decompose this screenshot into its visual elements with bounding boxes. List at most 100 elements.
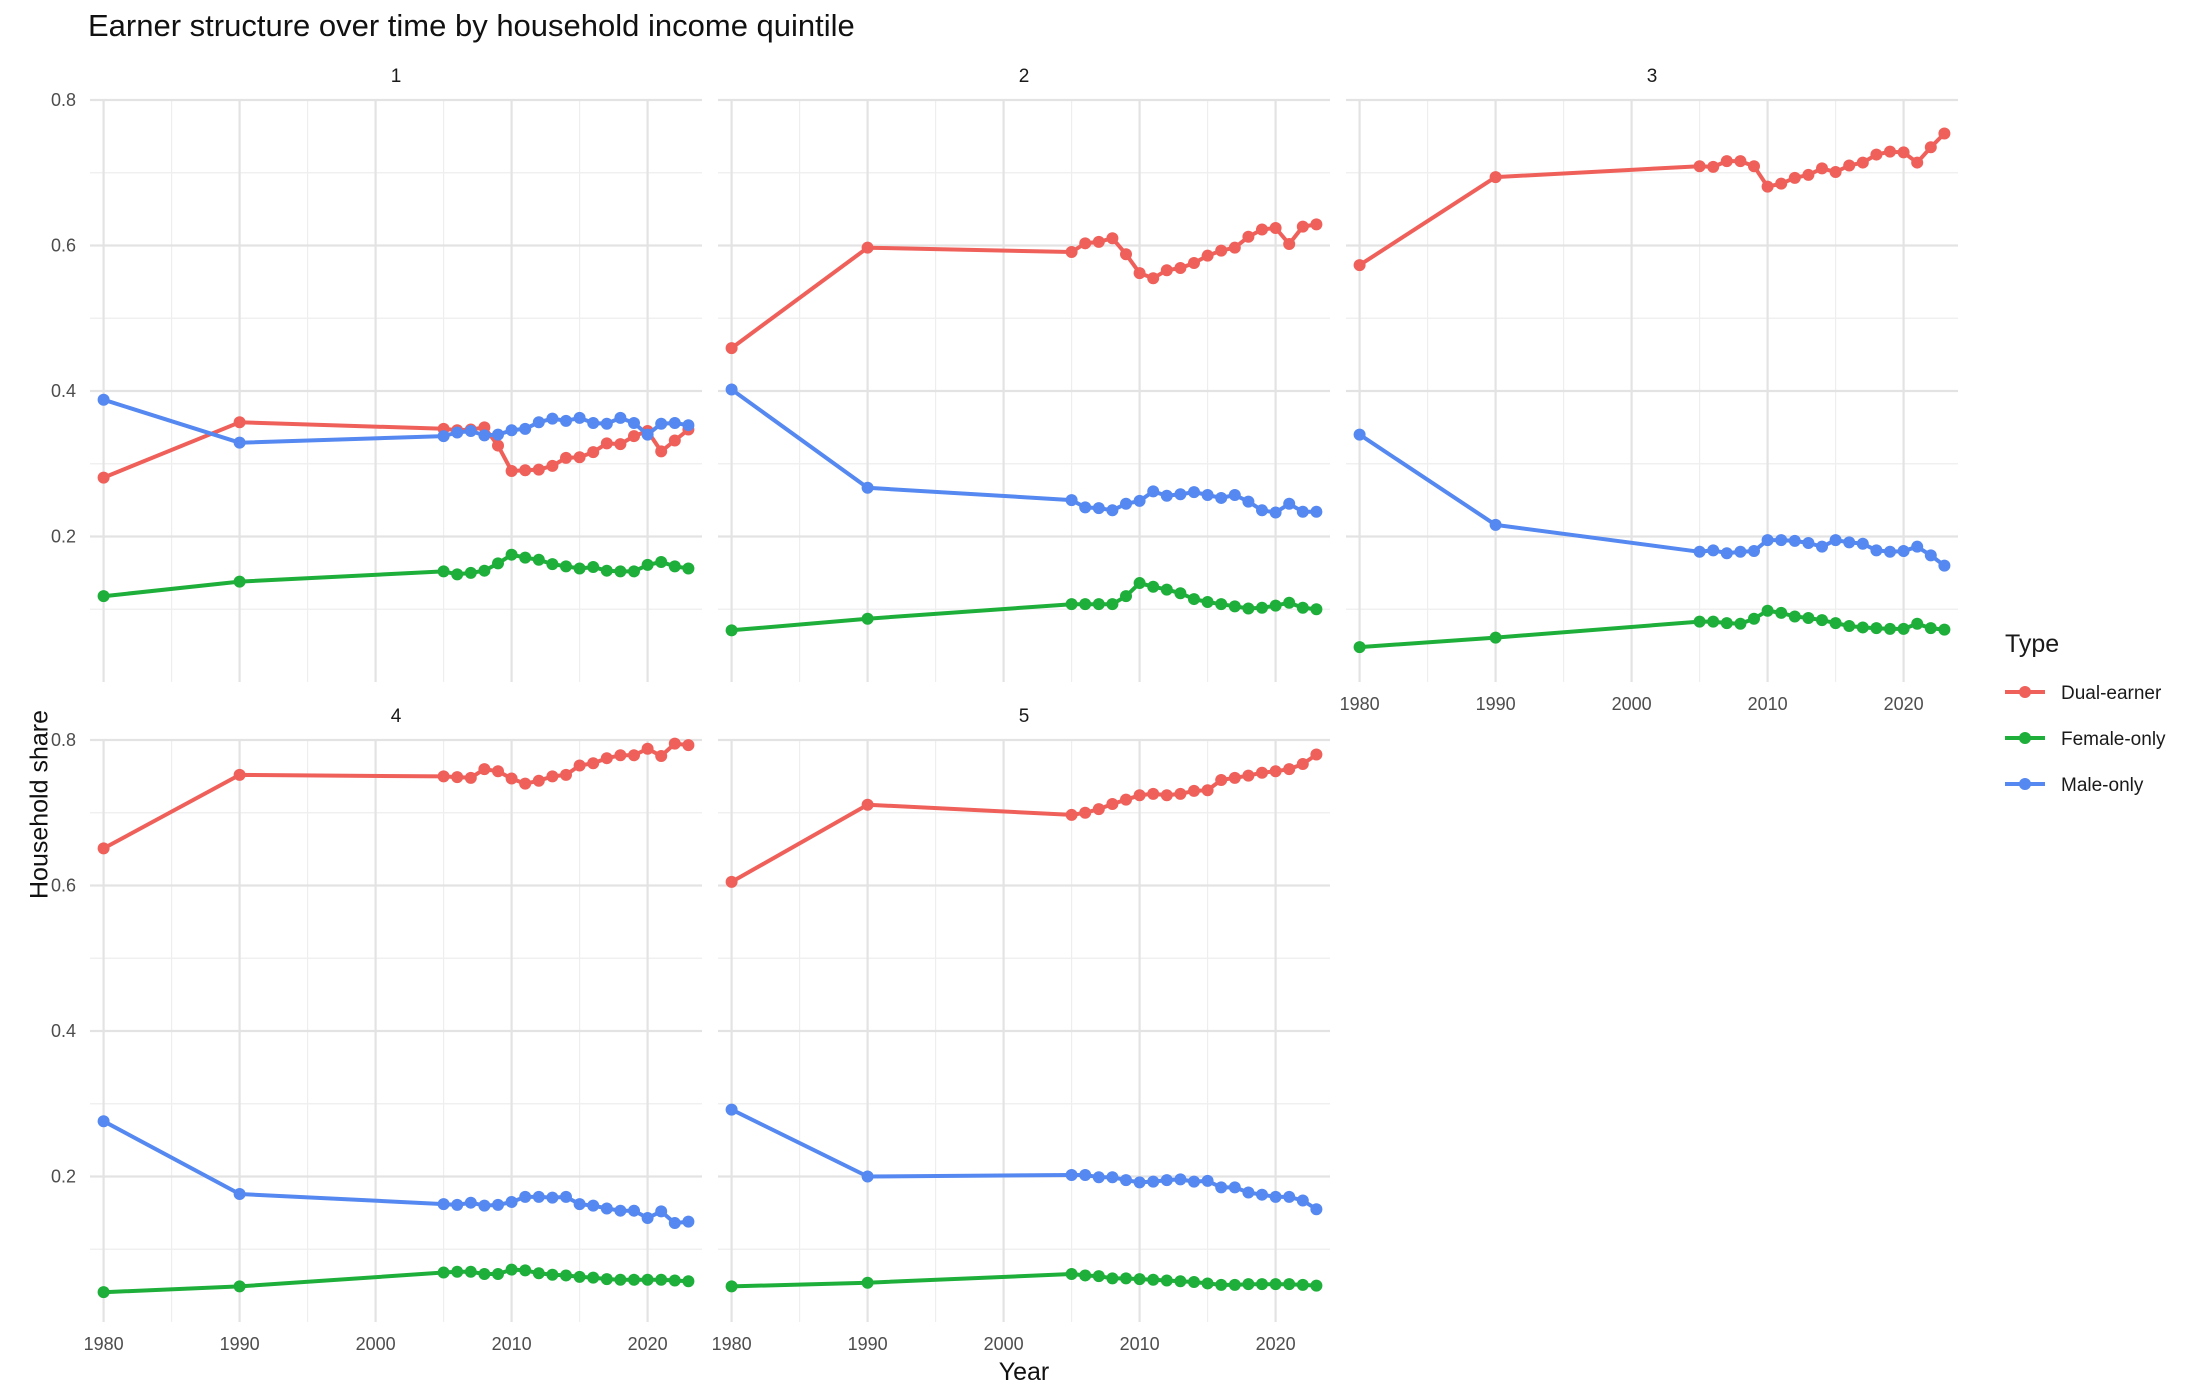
data-point bbox=[1816, 162, 1828, 175]
data-point bbox=[478, 1267, 491, 1280]
data-point bbox=[519, 464, 532, 477]
data-point bbox=[1693, 545, 1706, 558]
data-point bbox=[1829, 166, 1842, 179]
data-point bbox=[573, 1270, 586, 1283]
data-point bbox=[505, 548, 518, 561]
data-point bbox=[505, 465, 518, 478]
data-point bbox=[519, 1264, 532, 1277]
data-point bbox=[1693, 160, 1706, 173]
data-point bbox=[1228, 489, 1241, 502]
data-point bbox=[1174, 1275, 1187, 1288]
legend-label: Male-only bbox=[2061, 775, 2144, 796]
data-point bbox=[97, 471, 110, 484]
data-point bbox=[97, 842, 110, 855]
legend-key-point bbox=[2019, 732, 2031, 744]
chart-title: Earner structure over time by household … bbox=[88, 8, 855, 43]
data-point bbox=[1269, 765, 1282, 778]
y-tick-label: 0.4 bbox=[51, 1021, 76, 1041]
data-point bbox=[587, 1199, 600, 1212]
data-point bbox=[1843, 159, 1856, 172]
data-point bbox=[1283, 238, 1296, 251]
data-point bbox=[1092, 598, 1105, 611]
series-male-only bbox=[1353, 428, 1951, 572]
data-point bbox=[1079, 1269, 1092, 1282]
data-point bbox=[505, 1195, 518, 1208]
series-line bbox=[729, 752, 1319, 884]
data-point bbox=[614, 565, 627, 578]
x-axis-title: Year bbox=[998, 1358, 1050, 1386]
data-point bbox=[1215, 1278, 1228, 1291]
data-point bbox=[97, 1115, 110, 1128]
data-point bbox=[1924, 622, 1937, 635]
series-line bbox=[729, 387, 1319, 515]
data-point bbox=[1201, 595, 1214, 608]
data-point bbox=[725, 624, 738, 637]
data-point bbox=[682, 739, 695, 752]
data-point bbox=[1296, 1194, 1309, 1207]
data-point bbox=[1884, 145, 1896, 158]
data-point bbox=[600, 437, 613, 450]
data-point bbox=[1174, 1173, 1187, 1186]
panel-1: 1 0.2 0.4 0.6 0.8 bbox=[51, 66, 702, 682]
data-point bbox=[492, 557, 504, 570]
data-point bbox=[1911, 617, 1924, 630]
series-male-only bbox=[97, 393, 695, 449]
series-male-only bbox=[725, 1103, 1323, 1216]
data-point bbox=[1106, 232, 1119, 245]
y-tick-label: 0.2 bbox=[51, 1167, 76, 1187]
data-point bbox=[1884, 545, 1896, 558]
data-point bbox=[1353, 259, 1366, 272]
data-point bbox=[1816, 614, 1828, 627]
data-point bbox=[1215, 244, 1228, 257]
data-point bbox=[861, 1170, 874, 1183]
grid bbox=[1346, 98, 1958, 682]
data-point bbox=[519, 422, 532, 435]
data-point bbox=[668, 737, 681, 750]
data-point bbox=[1283, 497, 1296, 510]
data-point bbox=[1283, 596, 1296, 609]
data-point bbox=[1160, 1174, 1173, 1187]
data-point bbox=[1133, 494, 1146, 507]
data-point bbox=[1310, 505, 1323, 518]
data-point bbox=[1829, 534, 1842, 547]
data-point bbox=[628, 565, 640, 578]
data-point bbox=[560, 560, 572, 573]
data-point bbox=[1174, 587, 1187, 600]
data-point bbox=[600, 417, 613, 430]
data-point bbox=[587, 1271, 600, 1284]
data-point bbox=[233, 416, 246, 429]
data-point bbox=[1707, 544, 1720, 557]
data-point bbox=[519, 551, 532, 564]
data-point bbox=[573, 451, 586, 464]
data-point bbox=[1269, 1278, 1282, 1291]
data-point bbox=[1788, 534, 1801, 547]
data-point bbox=[1256, 601, 1268, 614]
data-point bbox=[1092, 803, 1105, 816]
data-point bbox=[1924, 549, 1937, 562]
data-point bbox=[1734, 617, 1747, 630]
data-point bbox=[682, 1275, 695, 1288]
data-point bbox=[1215, 1181, 1228, 1194]
data-point bbox=[1147, 580, 1160, 593]
data-point bbox=[861, 798, 874, 811]
data-point bbox=[97, 1286, 110, 1299]
data-point bbox=[1938, 559, 1951, 572]
data-point bbox=[655, 1273, 668, 1286]
x-tick-label: 1980 bbox=[712, 1334, 752, 1354]
series-line bbox=[101, 420, 691, 480]
data-point bbox=[1761, 180, 1774, 193]
data-point bbox=[1775, 606, 1788, 619]
data-point bbox=[437, 430, 450, 443]
data-point bbox=[1707, 615, 1720, 628]
data-point bbox=[546, 412, 559, 425]
series-female-only bbox=[725, 1267, 1323, 1293]
data-point bbox=[1269, 222, 1282, 235]
data-point bbox=[1489, 518, 1502, 531]
panel-3: 3 1980 1990 2000 2010 2020 bbox=[1340, 66, 1958, 714]
data-point bbox=[1242, 495, 1255, 508]
series-line bbox=[101, 552, 691, 599]
series-dual-earner bbox=[1353, 127, 1951, 272]
x-tick-label: 1990 bbox=[220, 1334, 260, 1354]
panel-5: 5 1980 1990 2000 2010 2020 bbox=[712, 706, 1330, 1354]
data-point bbox=[1147, 1273, 1160, 1286]
